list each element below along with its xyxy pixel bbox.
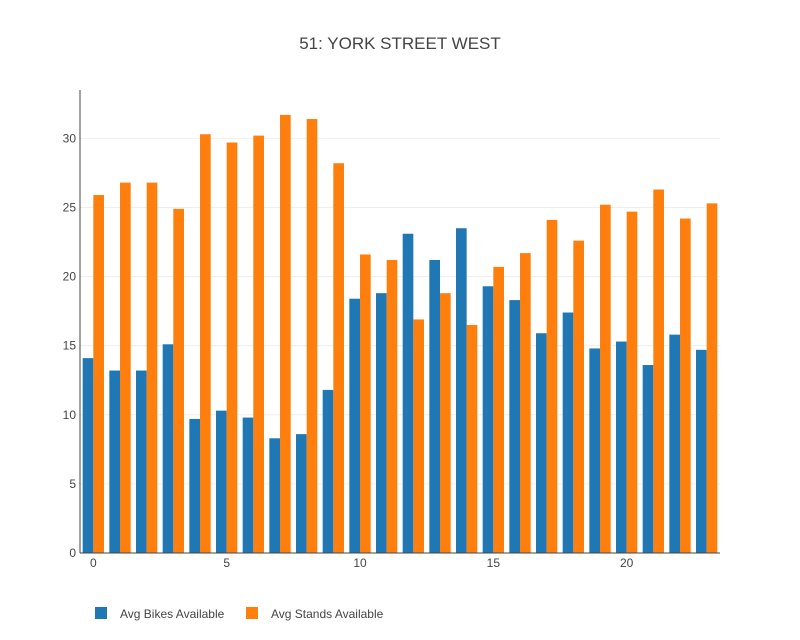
x-tick-label: 0 <box>90 556 97 570</box>
legend-label: Avg Stands Available <box>271 607 384 621</box>
bar-stands-7[interactable] <box>280 114 291 553</box>
bar-bikes-12[interactable] <box>402 233 414 554</box>
bar-stands-14[interactable] <box>466 324 478 553</box>
bar-stands-1[interactable] <box>120 182 131 553</box>
bar-stands-10[interactable] <box>360 254 371 553</box>
bar-stands-20[interactable] <box>626 211 638 553</box>
legend[interactable]: Avg Bikes Available Avg Stands Available <box>95 607 384 621</box>
x-tick-label: 15 <box>487 556 501 570</box>
bar-stands-9[interactable] <box>333 163 344 553</box>
bar-stands-4[interactable] <box>200 134 211 554</box>
bar-bikes-9[interactable] <box>322 389 334 553</box>
bar-stands-13[interactable] <box>440 293 451 553</box>
bar-bikes-3[interactable] <box>162 344 174 553</box>
bar-bikes-17[interactable] <box>536 333 547 553</box>
bar-stands-0[interactable] <box>93 195 104 554</box>
legend-item-bikes[interactable]: Avg Bikes Available <box>95 607 225 621</box>
bar-stands-2[interactable] <box>146 182 158 553</box>
chart-title: 51: YORK STREET WEST <box>299 34 501 53</box>
bar-stands-15[interactable] <box>493 266 504 553</box>
legend-swatch <box>246 607 258 619</box>
bar-stands-16[interactable] <box>520 253 531 553</box>
bar-bikes-20[interactable] <box>616 341 627 553</box>
bar-stands-8[interactable] <box>306 119 318 554</box>
bar-bikes-2[interactable] <box>136 370 147 553</box>
bar-bikes-1[interactable] <box>109 370 120 553</box>
bar-bikes-8[interactable] <box>296 434 307 553</box>
bar-bikes-14[interactable] <box>456 228 467 553</box>
y-tick-label: 30 <box>63 131 77 145</box>
bar-stands-23[interactable] <box>706 203 718 553</box>
bar-bikes-11[interactable] <box>376 293 387 553</box>
bar-bikes-7[interactable] <box>269 438 280 553</box>
bar-stands-18[interactable] <box>573 240 584 553</box>
y-tick-label: 15 <box>63 339 77 353</box>
legend-item-stands[interactable]: Avg Stands Available <box>246 607 384 621</box>
y-tick-label: 25 <box>63 200 77 214</box>
x-tick-label: 20 <box>620 556 634 570</box>
x-tick-label: 5 <box>223 556 230 570</box>
legend-swatch <box>95 607 107 619</box>
bar-bikes-15[interactable] <box>482 286 494 553</box>
y-tick-label: 20 <box>63 270 77 284</box>
bar-bikes-22[interactable] <box>669 334 680 553</box>
y-tick-label: 0 <box>69 546 76 560</box>
bar-stands-11[interactable] <box>386 260 398 553</box>
bars <box>82 114 718 554</box>
bar-stands-19[interactable] <box>600 204 611 553</box>
bar-bikes-4[interactable] <box>189 418 200 553</box>
bar-bikes-10[interactable] <box>349 298 360 553</box>
bar-bikes-19[interactable] <box>589 348 600 553</box>
bar-bikes-16[interactable] <box>509 300 520 553</box>
bar-bikes-18[interactable] <box>562 312 574 553</box>
bar-stands-5[interactable] <box>226 142 238 553</box>
y-tick-label: 5 <box>69 477 76 491</box>
bar-stands-3[interactable] <box>173 208 184 554</box>
bar-bikes-23[interactable] <box>696 349 707 553</box>
bar-bikes-21[interactable] <box>642 365 654 553</box>
bar-stands-6[interactable] <box>253 135 264 554</box>
bar-stands-22[interactable] <box>680 218 691 553</box>
axes: 0 5 10 15 20 25 30 0 5 10 15 20 <box>63 90 720 570</box>
bar-bikes-5[interactable] <box>216 410 227 553</box>
bar-bikes-13[interactable] <box>429 260 440 553</box>
bar-stands-12[interactable] <box>413 319 424 553</box>
bar-bikes-6[interactable] <box>242 417 254 553</box>
legend-label: Avg Bikes Available <box>120 607 225 621</box>
x-tick-label: 10 <box>353 556 367 570</box>
bar-stands-21[interactable] <box>653 189 664 553</box>
bar-stands-17[interactable] <box>546 219 558 554</box>
y-tick-label: 10 <box>63 408 77 422</box>
bar-bikes-0[interactable] <box>82 358 94 553</box>
gridlines <box>80 137 720 485</box>
